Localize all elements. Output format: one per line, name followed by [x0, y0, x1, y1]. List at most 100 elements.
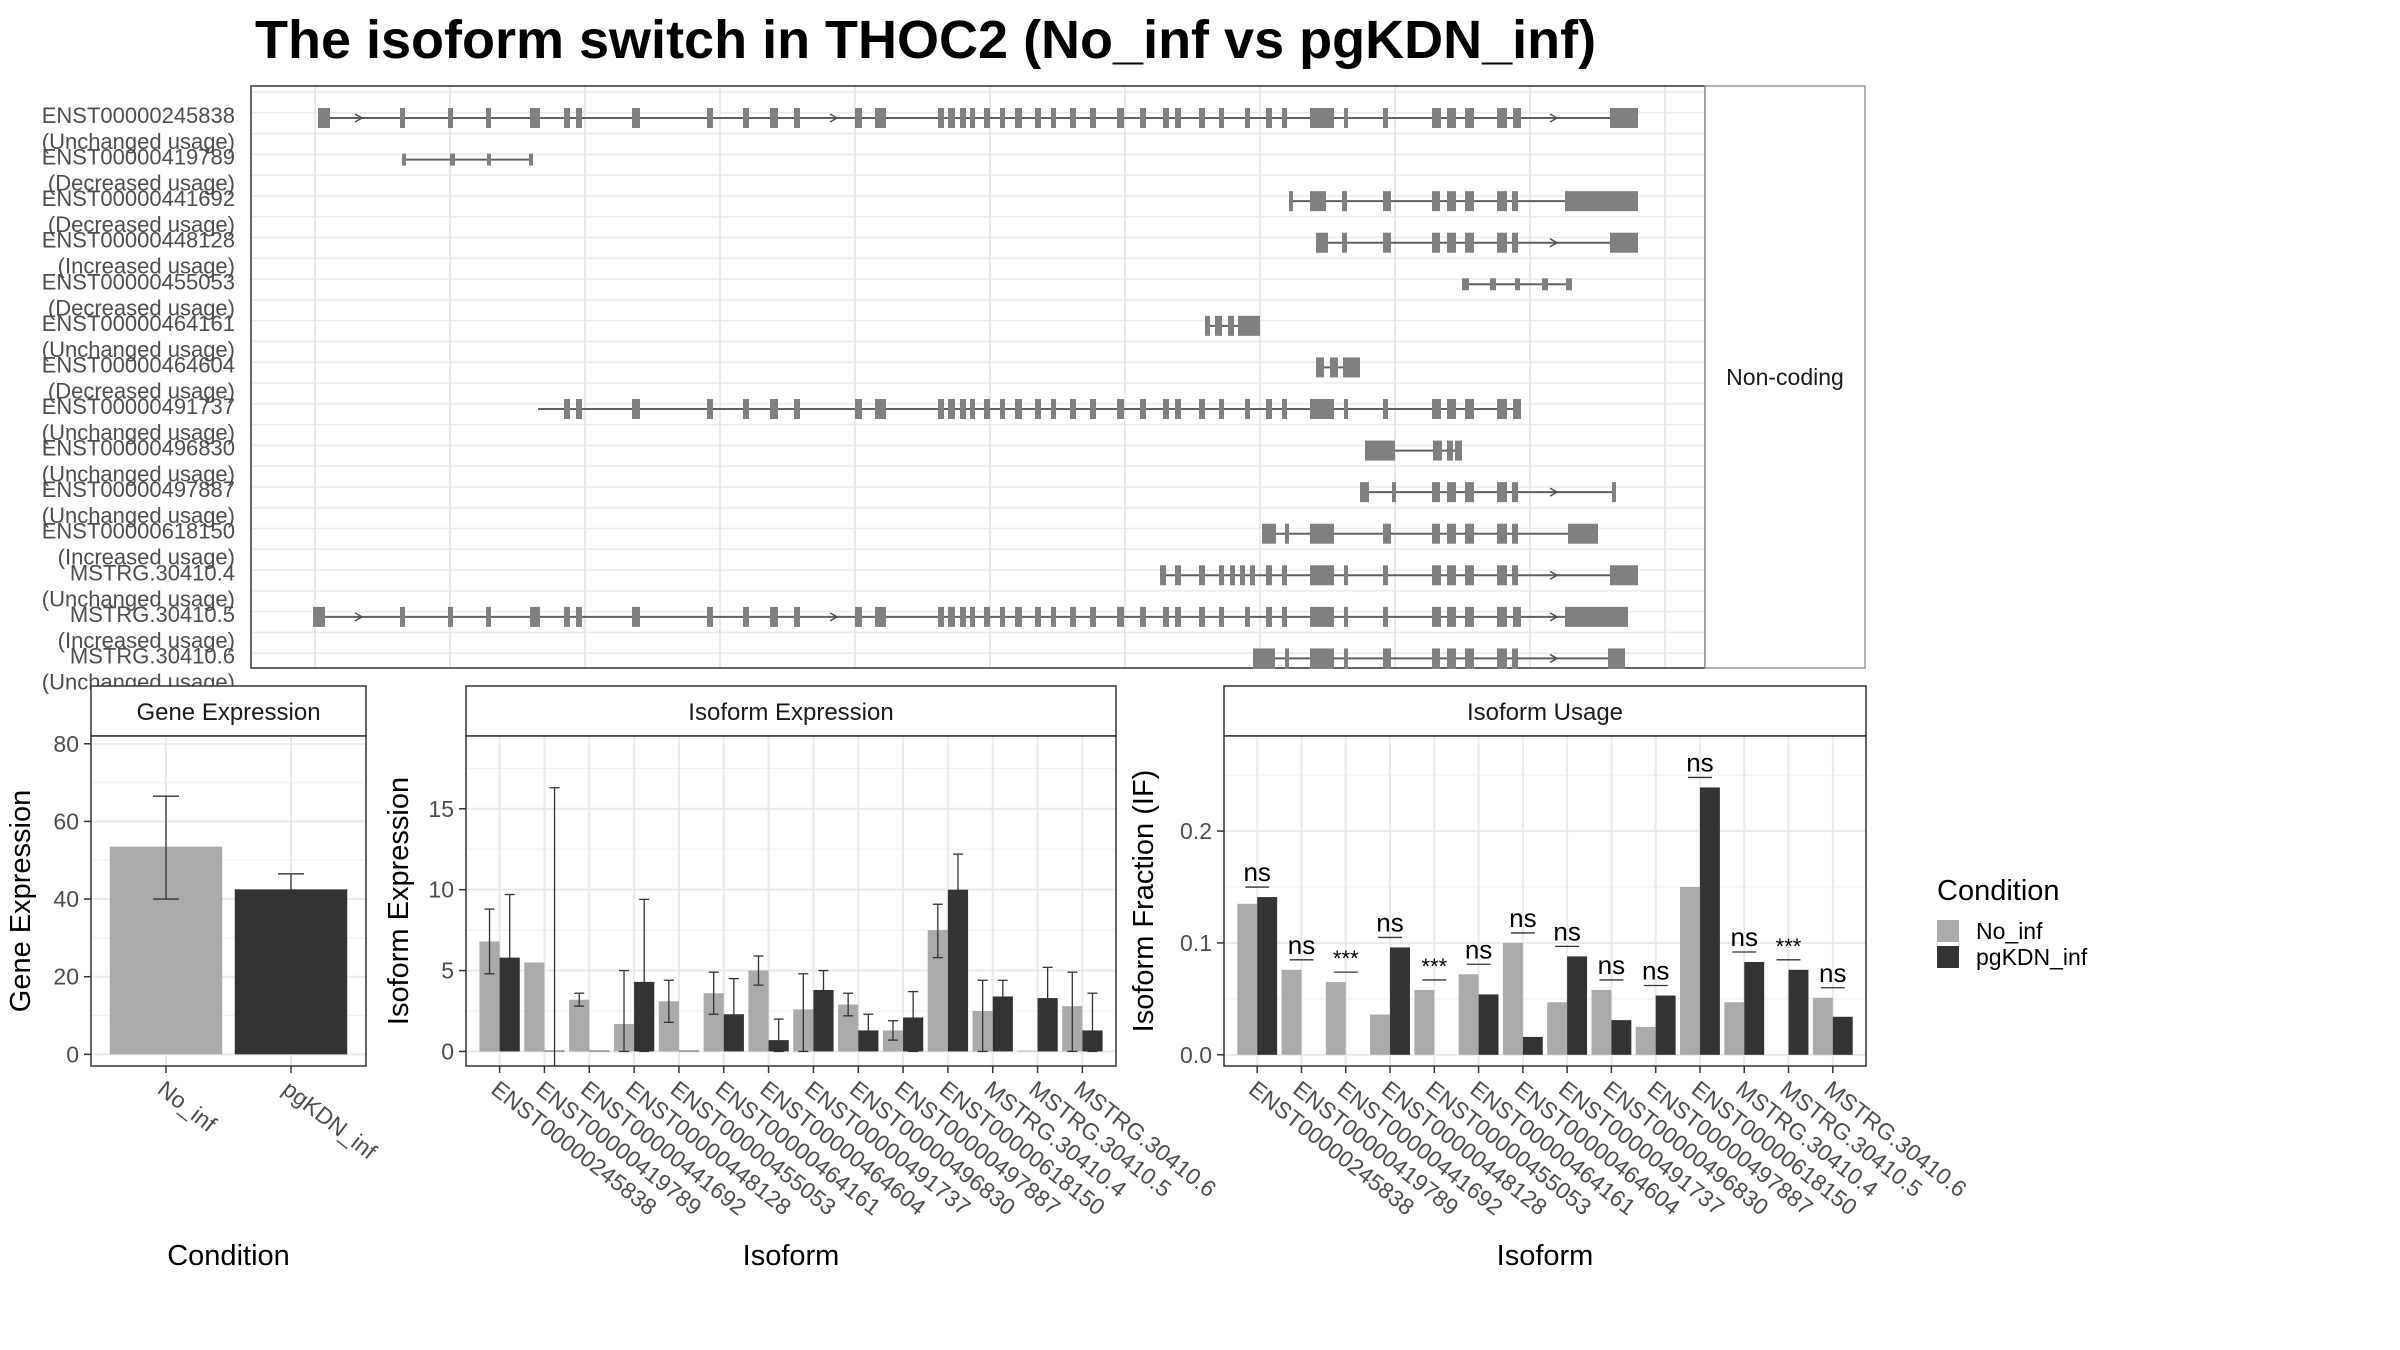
exon: [1310, 606, 1334, 627]
bar-No_inf-ENST00000496830: [838, 1004, 859, 1052]
bar-No_inf-ENST00000464161: [1458, 974, 1479, 1055]
exon: [1447, 523, 1456, 544]
exon: [1310, 565, 1334, 586]
exon: [564, 108, 570, 128]
isoform-id: ENST00000618150: [42, 519, 235, 544]
exon: [576, 399, 582, 419]
exon: [1140, 606, 1146, 627]
exon: [1310, 191, 1326, 212]
exon: [400, 108, 405, 128]
bar-No_inf-ENST00000497887: [1635, 1026, 1656, 1055]
significance-label: ns: [1288, 930, 1315, 960]
x-axis-title: Isoform: [743, 1240, 840, 1272]
exon: [486, 108, 491, 128]
bar-pgKDN_inf-MSTRG.30410.5: [1788, 969, 1809, 1055]
gene-expression-panel: Gene Expression 0 20 40 60 80 No_inf pgKDN_inf C…: [5, 685, 382, 1272]
exon: [1447, 648, 1456, 669]
bar-pgKDN_inf-ENST00000497887: [1655, 995, 1676, 1055]
exon: [1465, 191, 1474, 212]
exon: [1219, 606, 1224, 627]
isoform-usage-panel: Isoform Usage0.00.10.2ENST00000245838ENS…: [1128, 685, 1972, 1272]
exon: [1245, 606, 1250, 627]
strand-arrow: [829, 113, 839, 123]
bar-No_inf-ENST00000455053: [1414, 989, 1435, 1055]
isoform-usage: (Decreased usage): [48, 295, 235, 320]
exon: [770, 399, 778, 419]
exon: [576, 606, 582, 627]
exon: [1565, 606, 1628, 627]
exon: [632, 606, 640, 627]
exon: [1245, 399, 1250, 419]
exon: [529, 153, 533, 166]
isoform-structure-ENST00000464604: [1316, 357, 1360, 378]
exon: [743, 606, 749, 627]
significance-label: ns: [1243, 857, 1270, 887]
exon: [948, 108, 955, 128]
exon: [1497, 523, 1507, 544]
exon: [530, 606, 540, 627]
isoform-usage: (Unchanged usage): [42, 586, 235, 611]
exon: [794, 606, 800, 627]
exon: [1219, 399, 1224, 419]
exon: [1497, 482, 1507, 503]
y-axis-title: Isoform Fraction (IF): [1128, 770, 1160, 1033]
exon: [1070, 606, 1076, 627]
exon: [938, 399, 944, 419]
y-axis-title: Gene Expression: [5, 790, 37, 1012]
exon: [1462, 278, 1469, 291]
bar-No_inf-ENST00000464161: [703, 993, 724, 1052]
y-tick-label: 0: [66, 1041, 79, 1067]
exon: [1383, 606, 1388, 627]
exon: [1316, 232, 1328, 253]
exon: [1465, 482, 1474, 503]
exon: [1219, 565, 1224, 586]
exon: [707, 606, 713, 627]
exon: [1512, 191, 1518, 212]
exon: [1015, 108, 1022, 128]
bar-No_inf-ENST00000448128: [1370, 1014, 1391, 1055]
exon: [1610, 108, 1638, 128]
exon: [1070, 399, 1076, 419]
bar-pgKDN_inf-ENST00000448128: [1390, 947, 1410, 1055]
significance-label: ns: [1642, 956, 1669, 986]
bar-No_inf-ENST00000496830: [1591, 989, 1612, 1055]
exon: [1432, 606, 1441, 627]
exon: [1000, 606, 1005, 627]
y-tick-label: 0.1: [1180, 930, 1212, 956]
significance-label: ns: [1465, 934, 1492, 964]
exon: [770, 606, 778, 627]
exon: [487, 153, 491, 166]
panel-strip-label: Isoform Expression: [688, 699, 893, 726]
exon: [880, 606, 886, 627]
isoform-usage: (Increased usage): [58, 545, 235, 570]
exon: [1465, 108, 1474, 128]
exon: [1285, 523, 1289, 544]
exon: [1000, 399, 1005, 419]
exon: [1465, 232, 1474, 253]
x-axis-title: Isoform: [1497, 1240, 1594, 1272]
exon: [1163, 606, 1169, 627]
exon: [794, 108, 800, 128]
panel-strip: [1223, 685, 1867, 737]
isoform-usage: (Decreased usage): [48, 378, 235, 403]
bar-pgKDN_inf-ENST00000464604: [1522, 1036, 1543, 1055]
isoform-id: ENST00000448128: [42, 228, 235, 253]
bar-No_inf-MSTRG.30410.5: [1017, 1050, 1038, 1052]
exon: [1513, 399, 1521, 419]
exon: [1330, 357, 1338, 378]
exon: [1310, 108, 1334, 128]
isoform-label: ENST00000455053 (Decreased usage): [42, 269, 235, 320]
y-tick-label: 10: [428, 877, 454, 903]
bar-pgKDN_inf-ENST00000245838: [1257, 897, 1278, 1055]
isoform-structure-ENST00000618150: [1262, 523, 1598, 544]
exon: [632, 108, 640, 128]
exon: [1051, 108, 1056, 128]
exon: [1513, 108, 1521, 128]
bar-pgKDN_inf-ENST00000618150: [947, 889, 969, 1052]
exon: [1608, 648, 1625, 669]
exon: [1117, 108, 1124, 128]
exon: [707, 108, 713, 128]
exon: [400, 606, 405, 627]
legend-label-no-inf: No_inf: [1976, 918, 2043, 944]
